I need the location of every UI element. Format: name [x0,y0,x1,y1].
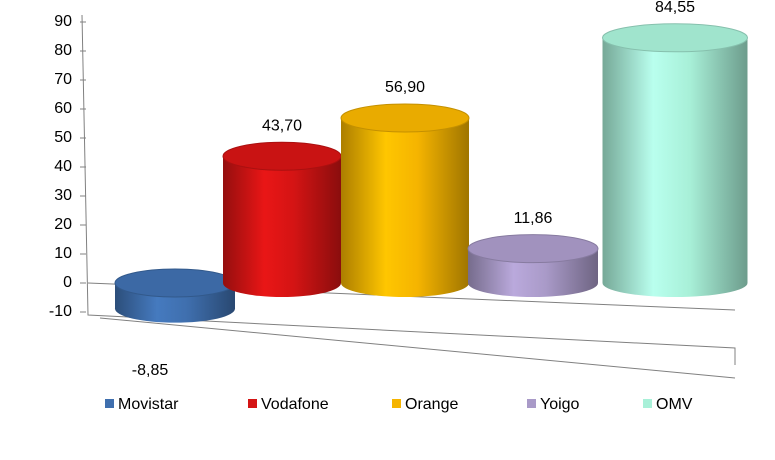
y-tick-label: 0 [63,274,72,291]
axis-frame [81,14,736,365]
legend-label: OMV [656,396,693,413]
y-tick-label: 20 [54,216,72,233]
legend-swatch [527,399,536,408]
cylinder [602,37,748,284]
value-label: 11,86 [514,210,553,227]
cylinder [223,156,341,283]
floor-front [99,317,736,379]
legend-swatch [248,399,257,408]
y-tick-label: 50 [54,129,72,146]
y-tick-label: -10 [49,303,72,320]
legend-swatch [392,399,401,408]
legend-label: Vodafone [261,396,329,413]
y-tick-label: 10 [54,245,72,262]
y-tick-label: 60 [54,100,72,117]
value-label: 43,70 [262,117,302,134]
y-tick-label: 90 [54,13,72,30]
cylinder-top [340,103,470,133]
cylinder [341,117,469,284]
legend-label: Movistar [118,396,179,413]
cylinder-top [467,234,599,264]
y-tick-label: 30 [54,187,72,204]
y-tick-label: 40 [54,158,72,175]
value-label: 56,90 [385,79,425,96]
cylinder-top [222,141,342,171]
legend-swatch [643,399,652,408]
value-label: -8,85 [132,362,169,379]
cylinder-top [114,268,236,298]
legend-label: Yoigo [540,396,580,413]
y-tick-label: 70 [54,71,72,88]
y-tick-label: 80 [54,42,72,59]
legend-label: Orange [405,396,458,413]
cylinder-top [602,23,748,53]
legend-swatch [105,399,114,408]
value-label: 84,55 [655,0,695,16]
